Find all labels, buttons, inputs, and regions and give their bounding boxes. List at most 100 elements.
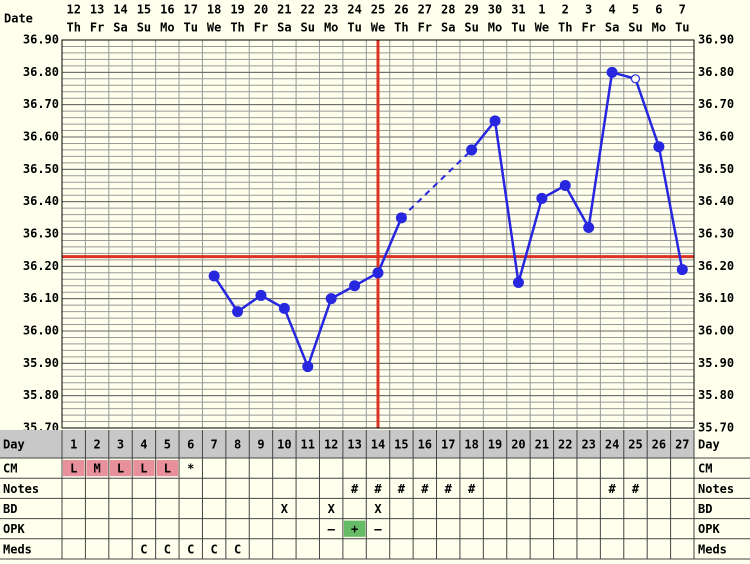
weekday-label: Th xyxy=(230,21,244,35)
cell-text: X xyxy=(281,502,289,516)
day-number: 25 xyxy=(628,438,642,452)
date-label: 1 xyxy=(538,3,545,17)
point xyxy=(232,306,244,318)
plot-frame xyxy=(61,39,695,429)
day-number: 10 xyxy=(277,438,291,452)
weekday-label: Su xyxy=(137,21,151,35)
cell-text: C xyxy=(140,542,147,556)
open-point xyxy=(630,74,641,84)
y-tick-label-right: 35.80 xyxy=(698,388,734,402)
date-label: 14 xyxy=(113,3,127,17)
cell-text: C xyxy=(211,542,218,556)
day-number: 16 xyxy=(418,438,432,452)
weekday-label: Mo xyxy=(652,21,666,35)
point xyxy=(583,222,595,234)
day-number: 17 xyxy=(441,438,455,452)
day-number: 23 xyxy=(581,438,595,452)
row-label: OPK xyxy=(3,522,25,536)
cell-text: + xyxy=(351,522,358,536)
weekday-label: We xyxy=(207,21,221,35)
cell-text: X xyxy=(328,502,336,516)
day-number: 14 xyxy=(371,438,385,452)
day-number: 20 xyxy=(511,438,525,452)
weekday-label: Su xyxy=(464,21,478,35)
day-number: 1 xyxy=(70,438,77,452)
cell-text: # xyxy=(632,482,640,496)
row-label: CM xyxy=(3,462,17,476)
point xyxy=(512,277,524,288)
weekday-label: Tu xyxy=(511,21,525,35)
cell-fill xyxy=(109,460,132,477)
day-number: 18 xyxy=(464,438,478,452)
point xyxy=(372,267,384,279)
day-number: 9 xyxy=(257,438,264,452)
date-label: 4 xyxy=(608,3,615,17)
day-number: 21 xyxy=(535,438,549,452)
day-number: 3 xyxy=(117,438,124,452)
date-label: 25 xyxy=(371,3,385,17)
weekday-label: Tu xyxy=(675,21,689,35)
y-tick-label: 36.50 xyxy=(23,162,59,176)
weekday-label: Th xyxy=(66,21,80,35)
cell-text: # xyxy=(421,482,429,496)
row-label: Day xyxy=(3,438,25,452)
date-label: 5 xyxy=(632,3,639,17)
weekday-label: Sa xyxy=(113,21,127,35)
point xyxy=(559,180,571,191)
y-tick-label: 36.90 xyxy=(23,33,59,47)
point xyxy=(536,192,548,204)
row-label: Notes xyxy=(3,482,39,496)
y-tick-label-right: 36.90 xyxy=(698,33,734,47)
weekday-label: Mo xyxy=(324,21,338,35)
y-tick-label: 35.90 xyxy=(23,356,59,370)
day-number: 6 xyxy=(187,438,194,452)
weekday-label: Mo xyxy=(160,21,174,35)
cell-text: C xyxy=(187,542,194,556)
y-tick-label-right: 36.20 xyxy=(698,259,734,273)
y-tick-label: 36.10 xyxy=(23,291,59,305)
day-number: 24 xyxy=(605,438,619,452)
y-tick-label-right: 36.50 xyxy=(698,162,734,176)
point xyxy=(325,293,337,305)
cell-text: # xyxy=(468,482,476,496)
y-tick-label-right: 35.70 xyxy=(698,421,734,435)
y-tick-label: 36.60 xyxy=(23,130,59,144)
weekday-label: Fr xyxy=(90,21,104,35)
day-number: 13 xyxy=(347,438,361,452)
y-tick-label: 36.30 xyxy=(23,227,59,241)
day-number: 11 xyxy=(301,438,315,452)
cell-text: # xyxy=(398,482,406,496)
weekday-label: Su xyxy=(301,21,315,35)
date-label: 24 xyxy=(347,3,361,17)
day-number: 12 xyxy=(324,438,338,452)
cell-fill xyxy=(156,460,179,477)
cell-text: – xyxy=(328,522,336,536)
cell-fill xyxy=(133,460,155,477)
y-tick-label: 36.70 xyxy=(23,97,59,111)
date-label: 29 xyxy=(464,3,478,17)
date-label: 21 xyxy=(277,3,291,17)
date-header: Date xyxy=(4,12,33,26)
day-number: 27 xyxy=(675,438,689,452)
point xyxy=(395,212,407,224)
y-tick-label-right: 36.40 xyxy=(698,194,734,208)
cell-text: C xyxy=(164,542,171,556)
day-number: 15 xyxy=(394,438,408,452)
row-label: Meds xyxy=(3,542,32,556)
date-label: 7 xyxy=(679,3,686,17)
point xyxy=(466,144,478,156)
weekday-label: Mo xyxy=(488,21,502,35)
cell-text: # xyxy=(351,482,359,496)
day-row-bg xyxy=(0,430,694,458)
weekday-label: Sa xyxy=(441,21,455,35)
day-number: 2 xyxy=(93,438,100,452)
row-label-right: CM xyxy=(698,462,712,476)
point xyxy=(676,264,688,276)
weekday-label: Th xyxy=(394,21,408,35)
y-tick-label: 36.20 xyxy=(23,259,59,273)
weekday-label: Fr xyxy=(418,21,432,35)
cell-text: – xyxy=(374,522,382,536)
date-label: 22 xyxy=(301,3,315,17)
cell-text: L xyxy=(70,462,77,476)
